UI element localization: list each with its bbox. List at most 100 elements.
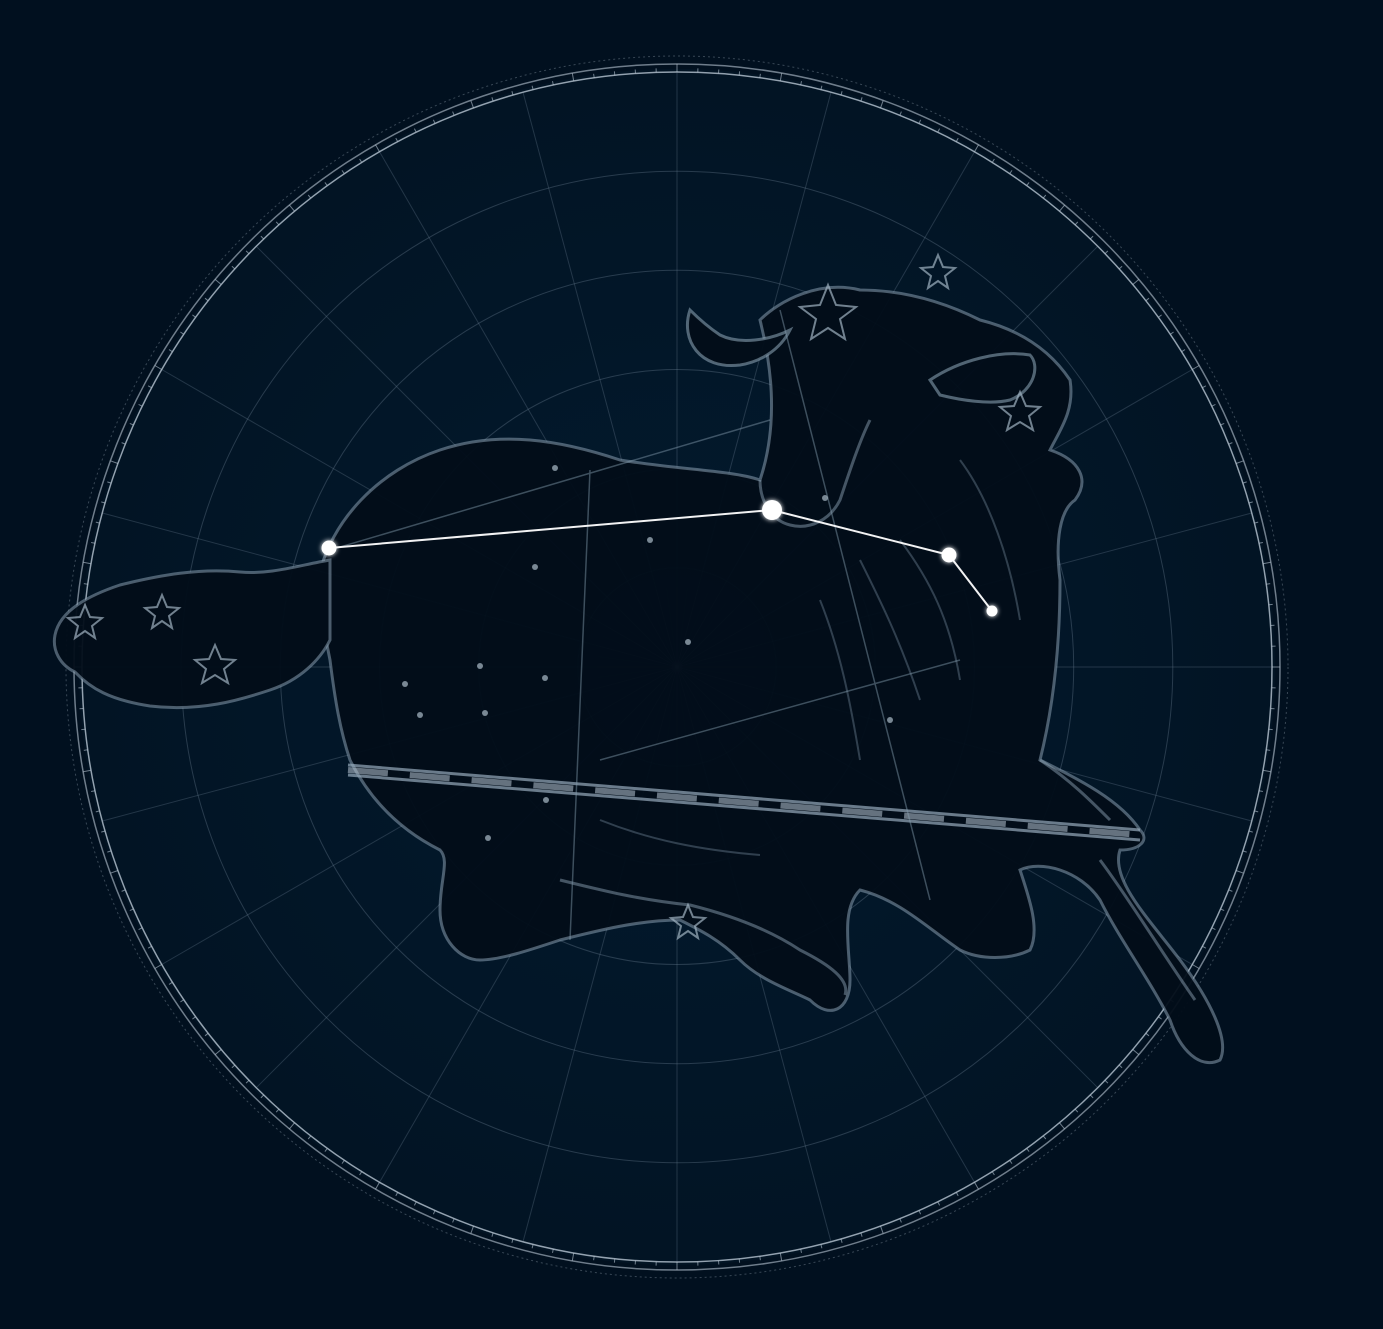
rim-tick (147, 385, 152, 389)
rim-tick (511, 91, 514, 96)
rim-tick (820, 1244, 823, 1249)
rim-tick (452, 111, 455, 116)
rim-tick (860, 97, 863, 102)
rim-tick (214, 279, 222, 285)
rim-tick (95, 521, 100, 524)
rim-tick (121, 442, 126, 445)
rim-tick (1104, 250, 1109, 255)
rim-tick (1211, 927, 1216, 931)
rim-tick (1220, 422, 1225, 426)
rim-tick (1235, 870, 1244, 874)
rim-tick (800, 1248, 802, 1254)
rim-tick (991, 1171, 995, 1176)
rim-tick (121, 889, 126, 892)
constellation-star-1[interactable] (321, 540, 337, 556)
engraved-star-icon (668, 902, 708, 941)
rim-tick (341, 170, 345, 174)
rim-tick (840, 1238, 843, 1243)
rim-tick (759, 73, 761, 78)
rim-tick (918, 119, 922, 124)
constellation-star-4[interactable] (986, 605, 998, 617)
rim-tick (83, 769, 92, 773)
rim-tick (1074, 1108, 1079, 1113)
rim-tick (759, 1256, 761, 1261)
rim-tick (899, 1218, 902, 1223)
rim-tick (511, 1238, 514, 1243)
faint-star (477, 663, 483, 669)
rim-tick (129, 422, 134, 426)
engraved-star-icon (142, 592, 182, 631)
rim-tick (571, 1252, 575, 1261)
rim-tick (974, 1182, 979, 1190)
ram-front-leg (559, 878, 848, 996)
rim-tick (289, 204, 295, 212)
ecliptic-band (347, 763, 1141, 842)
rim-tick (1059, 204, 1065, 212)
rim-tick (1042, 194, 1047, 199)
faint-star (647, 537, 653, 543)
rim-tick (593, 1256, 595, 1261)
rim-tick (1266, 749, 1271, 751)
constellation-star-2[interactable] (762, 500, 782, 520)
rim-tick (1074, 221, 1079, 226)
rim-tick (168, 349, 173, 353)
rim-tick (1089, 235, 1094, 240)
rim-tick (359, 1171, 363, 1176)
rim-tick (1258, 790, 1264, 792)
rim-tick (1254, 521, 1259, 524)
faint-star (532, 564, 538, 570)
rim-tick (1228, 889, 1233, 892)
rim-tick (83, 583, 88, 585)
rim-tick (375, 1182, 380, 1190)
rim-tick (1170, 331, 1174, 335)
rim-tick (1145, 1032, 1150, 1037)
rim-tick (245, 250, 250, 255)
rim-tick (324, 182, 328, 186)
rim-tick (1192, 964, 1200, 969)
rim-tick (955, 1192, 959, 1197)
rim-tick (491, 1232, 494, 1237)
rim-tick (840, 91, 843, 96)
rim-tick (779, 1252, 783, 1261)
rim-tick (359, 158, 363, 163)
rim-tick (800, 80, 802, 86)
rim-tick (90, 790, 96, 792)
rim-tick (138, 927, 143, 931)
engraved-star-icon (797, 282, 859, 342)
engraved-star-icon (192, 642, 238, 686)
rim-tick (1118, 1064, 1123, 1069)
rim-tick (110, 460, 119, 464)
rim-tick (593, 73, 595, 78)
rim-tick (1262, 561, 1271, 565)
rim-tick (154, 365, 162, 370)
rim-tick (1145, 297, 1150, 302)
rim-tick (101, 830, 106, 833)
faint-star (542, 675, 548, 681)
rim-tick (1266, 583, 1271, 585)
rim-tick (1104, 1079, 1109, 1084)
rim-dotted-ring (65, 55, 1289, 1279)
rim-tick (937, 128, 941, 133)
rim-tick (307, 194, 312, 199)
rim-tick (307, 1135, 312, 1140)
rim-tick (470, 1225, 474, 1234)
rim-tick (1242, 850, 1247, 853)
rim-tick (231, 265, 236, 270)
faint-star (482, 710, 488, 716)
rim-tick (820, 85, 823, 90)
rim-tick (375, 144, 380, 152)
rim-tick (90, 542, 96, 544)
constellation-segment (328, 509, 773, 549)
rim-tick (1026, 182, 1030, 186)
rim-tick (1254, 810, 1259, 813)
rim-tick (204, 297, 209, 302)
faint-star (887, 717, 893, 723)
engraved-stars (65, 252, 1043, 941)
engraved-star-icon (65, 602, 105, 641)
rim-tick (991, 158, 995, 163)
constellation-star-3[interactable] (941, 547, 957, 563)
rim-tick (107, 850, 112, 853)
rim-tick (1192, 365, 1200, 370)
rim-tick (168, 981, 173, 985)
faint-star (485, 835, 491, 841)
